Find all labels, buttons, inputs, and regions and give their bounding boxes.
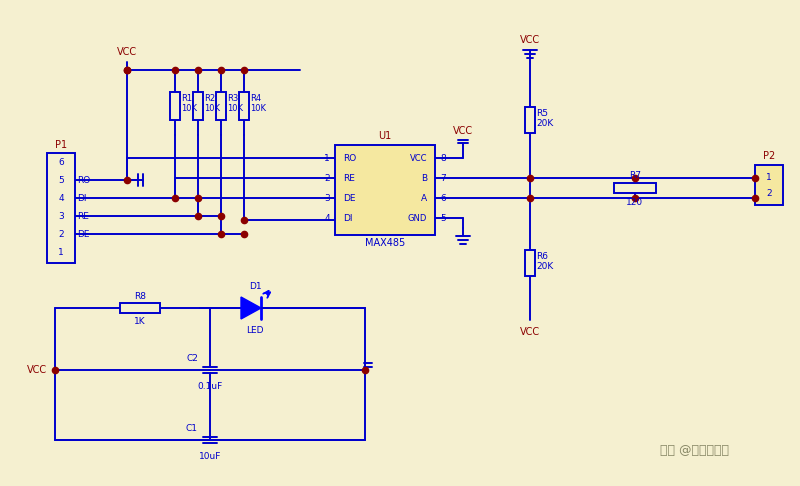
- Text: A: A: [421, 193, 427, 203]
- Text: GND: GND: [408, 213, 427, 223]
- Text: 10K: 10K: [250, 104, 266, 112]
- Text: DE: DE: [77, 229, 90, 239]
- Text: P2: P2: [763, 151, 775, 161]
- Text: R2: R2: [204, 93, 215, 103]
- Bar: [239, 92, 249, 120]
- Text: 6: 6: [440, 193, 446, 203]
- Text: VCC: VCC: [410, 154, 427, 162]
- Text: DI: DI: [343, 213, 353, 223]
- Bar: [614, 183, 656, 193]
- Text: 120: 120: [626, 197, 643, 207]
- Text: 5: 5: [58, 175, 64, 185]
- Text: R1: R1: [181, 93, 192, 103]
- Text: 2: 2: [766, 189, 772, 197]
- Text: 20K: 20K: [536, 119, 554, 127]
- Polygon shape: [241, 297, 261, 319]
- Text: C1: C1: [186, 423, 198, 433]
- Text: P1: P1: [55, 140, 67, 150]
- Bar: [47, 153, 75, 263]
- Text: RE: RE: [343, 174, 355, 183]
- Text: 3: 3: [58, 211, 64, 221]
- Text: 3: 3: [324, 193, 330, 203]
- Text: B: B: [421, 174, 427, 183]
- Text: D1: D1: [249, 281, 262, 291]
- Text: VCC: VCC: [27, 365, 47, 375]
- Text: 10uF: 10uF: [199, 451, 221, 461]
- Text: R3: R3: [227, 93, 238, 103]
- Text: 0.1uF: 0.1uF: [198, 382, 222, 390]
- Text: 10K: 10K: [204, 104, 220, 112]
- Text: 1: 1: [324, 154, 330, 162]
- Text: 6: 6: [58, 157, 64, 167]
- Text: 5: 5: [440, 213, 446, 223]
- Text: VCC: VCC: [520, 35, 540, 45]
- Text: R8: R8: [134, 292, 146, 300]
- Bar: [216, 92, 226, 120]
- Text: 8: 8: [440, 154, 446, 162]
- Text: 4: 4: [58, 193, 64, 203]
- Bar: [193, 92, 203, 120]
- Bar: [525, 107, 535, 133]
- Bar: [335, 145, 435, 235]
- Bar: [120, 303, 160, 313]
- Text: 1: 1: [766, 173, 772, 181]
- Bar: [170, 92, 180, 120]
- Text: R6: R6: [536, 251, 548, 260]
- Text: 知乎 @雕爷学编程: 知乎 @雕爷学编程: [661, 444, 730, 456]
- Text: 10K: 10K: [227, 104, 243, 112]
- Text: RE: RE: [77, 211, 89, 221]
- Text: 4: 4: [324, 213, 330, 223]
- Text: R5: R5: [536, 108, 548, 118]
- Text: 10K: 10K: [181, 104, 197, 112]
- Text: R7: R7: [629, 171, 641, 179]
- Text: 20K: 20K: [536, 261, 554, 271]
- Text: MAX485: MAX485: [365, 238, 405, 248]
- Bar: [525, 250, 535, 276]
- Text: DE: DE: [343, 193, 355, 203]
- Text: VCC: VCC: [520, 327, 540, 337]
- Text: 1: 1: [58, 247, 64, 257]
- Text: C2: C2: [186, 353, 198, 363]
- Text: 7: 7: [440, 174, 446, 183]
- Text: 2: 2: [324, 174, 330, 183]
- Text: 2: 2: [58, 229, 64, 239]
- Text: RO: RO: [77, 175, 90, 185]
- Text: RO: RO: [343, 154, 356, 162]
- Text: LED: LED: [246, 326, 264, 334]
- Text: DI: DI: [77, 193, 86, 203]
- Text: VCC: VCC: [117, 47, 137, 57]
- Text: R4: R4: [250, 93, 261, 103]
- Bar: [755, 165, 783, 205]
- Text: U1: U1: [378, 131, 392, 141]
- Text: 1K: 1K: [134, 316, 146, 326]
- Text: VCC: VCC: [453, 126, 473, 136]
